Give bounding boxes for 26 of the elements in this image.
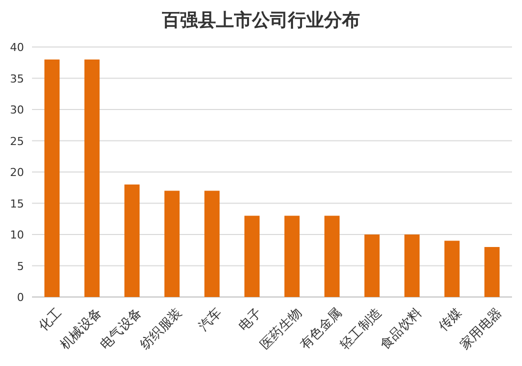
y-tick-label: 15 (10, 197, 24, 210)
y-tick-label: 25 (10, 134, 24, 148)
x-tick-label: 传媒 (436, 305, 466, 334)
y-tick-label: 35 (10, 72, 24, 86)
bar (84, 60, 100, 297)
chart-title: 百强县上市公司行业分布 (161, 10, 360, 31)
y-tick-label: 10 (10, 228, 24, 242)
bar (404, 234, 420, 297)
bar (484, 247, 500, 297)
bar (204, 190, 220, 297)
bar (364, 234, 380, 297)
x-tick-label: 汽车 (196, 305, 226, 334)
y-tick-label: 20 (10, 166, 24, 179)
bar (124, 184, 140, 297)
x-tick-label: 电子 (236, 305, 266, 334)
x-tick-label: 化工 (36, 305, 66, 334)
y-tick-label: 40 (10, 41, 24, 54)
bar (324, 216, 340, 297)
bar (284, 216, 300, 297)
bar (244, 216, 260, 297)
bar (44, 60, 60, 297)
y-tick-label: 5 (17, 260, 24, 273)
bar (444, 240, 460, 297)
y-tick-label: 30 (10, 104, 24, 116)
bar (164, 190, 180, 297)
y-tick-label: 0 (17, 291, 24, 304)
